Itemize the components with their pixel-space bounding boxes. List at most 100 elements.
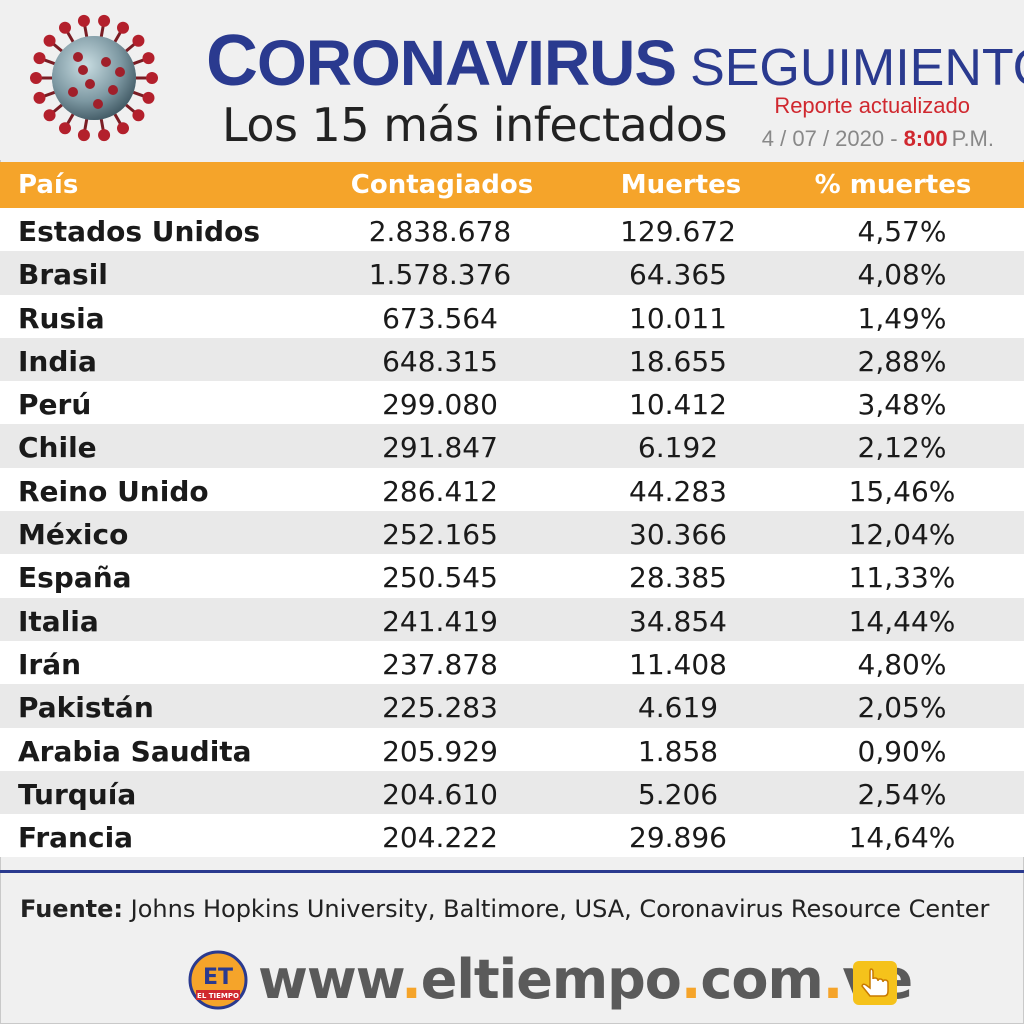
header: Coronavirus SEGUIMIENTO Los 15 más infect… xyxy=(0,0,1024,160)
url-part: eltiempo xyxy=(420,948,682,1011)
cell-country: Perú xyxy=(18,388,92,422)
cell-country: Turquía xyxy=(18,777,137,811)
table-row: Estados Unidos 2.838.678 129.672 4,57% xyxy=(0,208,1024,252)
table-row: Brasil 1.578.376 64.365 4,08% xyxy=(0,251,1024,295)
url-dot: . xyxy=(822,948,843,1011)
cell-infected: 204.610 xyxy=(382,777,498,811)
cell-deaths: 34.854 xyxy=(629,604,727,638)
column-header-country: País xyxy=(18,170,79,200)
table-row: México 252.165 30.366 12,04% xyxy=(0,511,1024,555)
table-row: Chile 291.847 6.192 2,12% xyxy=(0,424,1024,468)
cell-deaths: 6.192 xyxy=(637,431,719,465)
footer: ET EL TIEMPO www.eltiempo.com.ve xyxy=(0,944,1024,1022)
subtitle: Los 15 más infectados xyxy=(222,98,728,152)
report-time: 8:00 xyxy=(903,126,948,151)
cell-infected: 2.838.678 xyxy=(368,215,512,248)
cell-deaths: 44.283 xyxy=(629,474,727,508)
cell-deaths: 4.619 xyxy=(637,691,719,725)
cell-death-rate: 3,48% xyxy=(857,388,947,422)
cell-deaths: 18.655 xyxy=(629,344,727,378)
table-row: España 250.545 28.385 11,33% xyxy=(0,554,1024,598)
cell-country: Francia xyxy=(18,821,134,855)
cell-infected: 648.315 xyxy=(382,344,498,378)
cell-infected: 204.222 xyxy=(382,821,498,855)
cell-infected: 673.564 xyxy=(382,301,498,335)
cell-death-rate: 12,04% xyxy=(848,518,956,552)
eltiempo-logo[interactable]: ET EL TIEMPO xyxy=(188,950,248,1010)
title-main: Coronavirus xyxy=(206,21,677,101)
cell-death-rate: 4,57% xyxy=(857,215,947,248)
report-date-text: 4 / 07 / 2020 - xyxy=(761,126,898,151)
cell-country: Irán xyxy=(18,647,82,681)
cell-deaths: 5.206 xyxy=(637,777,719,811)
cell-infected: 250.545 xyxy=(382,561,498,595)
cell-infected: 291.847 xyxy=(382,431,498,465)
cell-deaths: 10.412 xyxy=(629,388,727,422)
cell-deaths: 28.385 xyxy=(629,561,727,595)
cell-country: Arabia Saudita xyxy=(18,734,252,768)
report-label: Reporte actualizado xyxy=(774,93,970,118)
table-row: Turquía 204.610 5.206 2,54% xyxy=(0,770,1024,815)
table-row: India 648.315 18.655 2,88% xyxy=(0,337,1024,382)
page-title: Coronavirus SEGUIMIENTO xyxy=(206,20,1024,101)
cell-country: España xyxy=(18,561,132,595)
cell-death-rate: 1,49% xyxy=(857,301,947,335)
report-ampm: P.M. xyxy=(951,126,994,151)
table-row: Italia 241.419 34.854 14,44% xyxy=(0,597,1024,641)
website-url[interactable]: www.eltiempo.com.ve xyxy=(258,948,913,1011)
source-label: Fuente: xyxy=(20,895,123,923)
cell-infected: 286.412 xyxy=(382,474,498,508)
cell-infected: 205.929 xyxy=(382,734,498,768)
cell-country: Brasil xyxy=(18,258,108,292)
cell-death-rate: 0,90% xyxy=(857,734,947,768)
cell-death-rate: 2,88% xyxy=(857,344,947,378)
column-header-death-rate: % muertes xyxy=(814,170,972,200)
hand-pointer-icon xyxy=(853,961,897,1005)
cell-country: Italia xyxy=(18,604,99,638)
cell-country: Reino Unido xyxy=(18,474,209,508)
logo-caption: EL TIEMPO xyxy=(197,992,239,1000)
table-row: Pakistán 225.283 4.619 2,05% xyxy=(0,684,1024,728)
cell-death-rate: 15,46% xyxy=(848,474,956,508)
cell-country: Chile xyxy=(18,431,97,465)
column-header-deaths: Muertes xyxy=(620,170,742,200)
cell-country: India xyxy=(18,344,97,378)
coronavirus-icon xyxy=(30,14,158,142)
cell-deaths: 29.896 xyxy=(629,821,727,855)
cell-death-rate: 2,54% xyxy=(857,777,947,811)
cell-country: Estados Unidos xyxy=(18,215,260,248)
table-row: Rusia 673.564 10.011 1,49% xyxy=(0,294,1024,338)
cell-deaths: 129.672 xyxy=(620,215,736,248)
cell-death-rate: 14,44% xyxy=(848,604,956,638)
column-header-infected: Contagiados xyxy=(350,170,534,200)
cell-death-rate: 4,08% xyxy=(857,258,947,292)
cell-deaths: 11.408 xyxy=(629,647,727,681)
title-second: SEGUIMIENTO xyxy=(690,39,1024,97)
cell-infected: 252.165 xyxy=(382,518,498,552)
cell-death-rate: 14,64% xyxy=(848,821,956,855)
cell-infected: 241.419 xyxy=(382,604,498,638)
url-part: www xyxy=(258,948,402,1011)
source-text: Johns Hopkins University, Baltimore, USA… xyxy=(130,895,990,923)
cell-deaths: 30.366 xyxy=(629,518,727,552)
cell-death-rate: 2,05% xyxy=(857,691,947,725)
cell-country: México xyxy=(18,518,129,552)
url-dot: . xyxy=(680,948,701,1011)
table-row: Perú 299.080 10.412 3,48% xyxy=(0,381,1024,425)
cell-deaths: 64.365 xyxy=(629,258,727,292)
cell-death-rate: 11,33% xyxy=(848,561,956,595)
cell-infected: 1.578.376 xyxy=(368,258,512,292)
cell-death-rate: 2,12% xyxy=(857,431,947,465)
table-row: Francia 204.222 29.896 14,64% xyxy=(0,814,1024,858)
cell-infected: 299.080 xyxy=(382,388,498,422)
cell-deaths: 10.011 xyxy=(629,301,727,335)
table-row: Irán 237.878 11.408 4,80% xyxy=(0,640,1024,685)
table-body: Estados Unidos 2.838.678 129.672 4,57% Brasi… xyxy=(0,208,1024,858)
url-part: com xyxy=(700,948,823,1011)
cell-infected: 237.878 xyxy=(382,647,498,681)
cell-death-rate: 4,80% xyxy=(857,647,947,681)
cell-infected: 225.283 xyxy=(382,691,498,725)
cell-country: Rusia xyxy=(18,301,105,335)
url-dot: . xyxy=(401,948,421,1011)
table-row: Arabia Saudita 205.929 1.858 0,90% xyxy=(0,727,1024,771)
